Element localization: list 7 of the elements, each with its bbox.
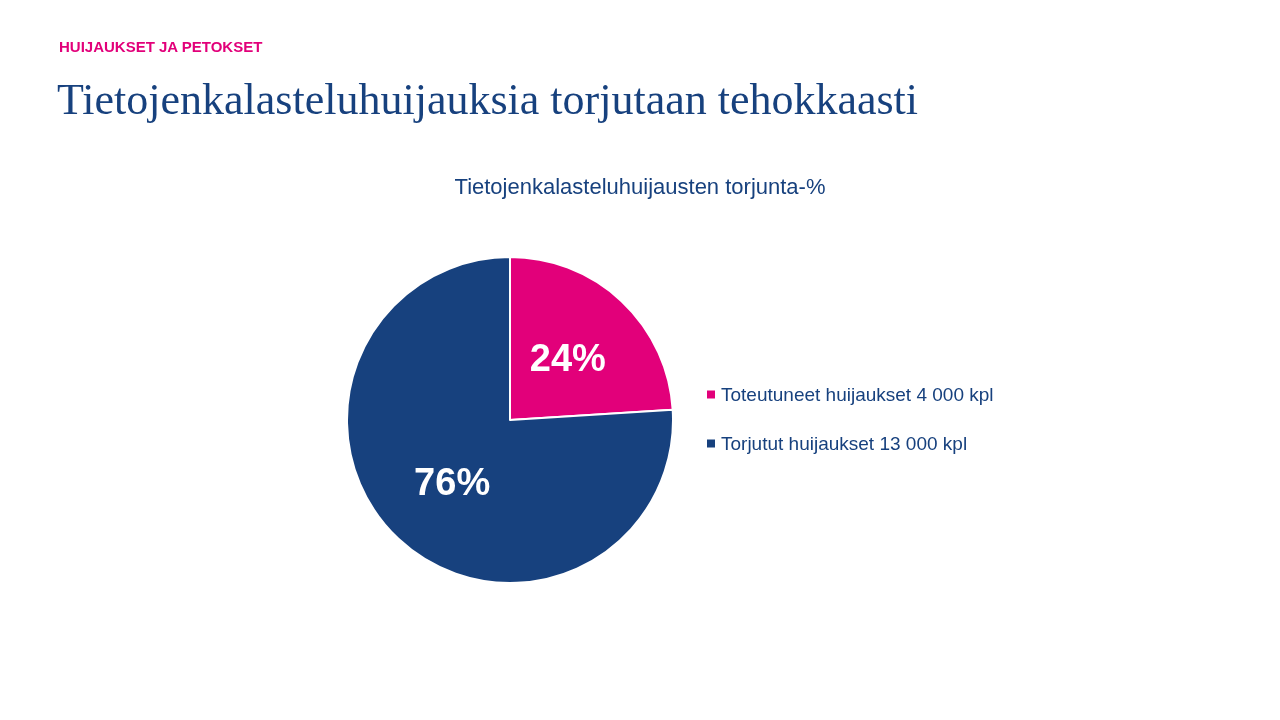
chart-title: Tietojenkalasteluhuijauksia torjutaan tehokkaasti	[57, 74, 919, 124]
legend-label: Toteutuneet huijaukset 4 000 kpl	[721, 384, 994, 405]
text: HUIJAUKSET JA PETOKSET	[59, 38, 263, 55]
data-label: 76%	[414, 460, 491, 503]
legend-label: Torjutut huijaukset 13 000 kpl	[721, 433, 968, 454]
data-label: 24%	[529, 337, 606, 380]
chart-subtitle: Tietojenkalasteluhuijausten torjunta-%	[454, 173, 826, 199]
